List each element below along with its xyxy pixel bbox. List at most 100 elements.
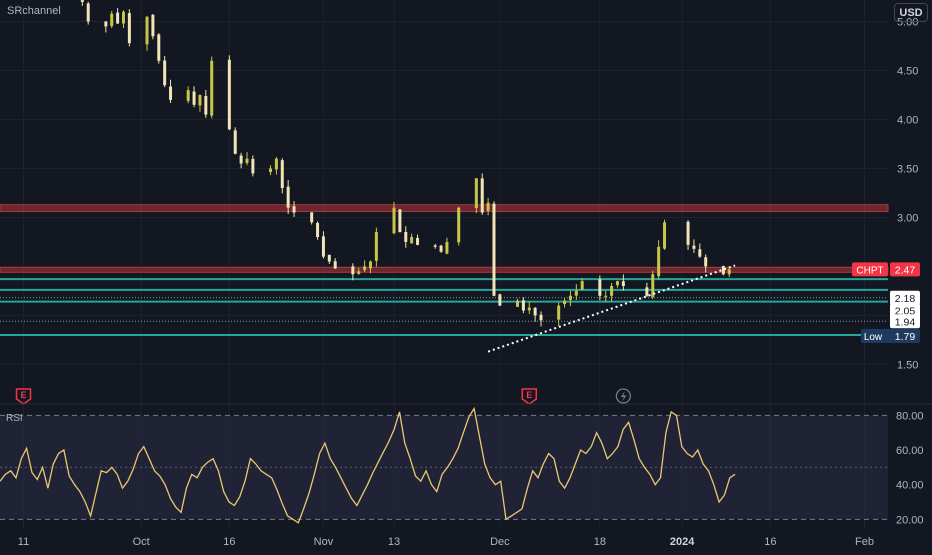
candle-body xyxy=(621,281,625,287)
candle-body xyxy=(251,158,255,174)
resistance-zone-high[interactable] xyxy=(0,204,889,213)
candle-body xyxy=(663,222,667,249)
candle-body xyxy=(698,249,702,257)
candle-body xyxy=(604,295,608,297)
candle-body xyxy=(445,241,449,254)
candle-body xyxy=(86,3,90,22)
candle-body xyxy=(410,237,414,244)
candle-body xyxy=(198,95,202,106)
time-axis-label: 2024 xyxy=(670,536,695,548)
candle-body xyxy=(574,290,578,296)
candle-body xyxy=(474,178,478,208)
currency-button[interactable]: USD xyxy=(894,3,928,22)
time-axis-label: 13 xyxy=(388,536,400,548)
ticker-label: CHPT xyxy=(856,265,883,276)
candle-body xyxy=(374,232,378,261)
candle-body xyxy=(210,60,214,116)
candle-body xyxy=(80,0,84,2)
candle-body xyxy=(157,34,161,61)
candle-body xyxy=(486,202,490,211)
candle-body xyxy=(121,11,125,24)
candle-body xyxy=(310,212,314,223)
candle-body xyxy=(269,168,273,173)
trendline[interactable] xyxy=(487,264,736,353)
watermark: SRchannel xyxy=(7,5,61,17)
candle-body xyxy=(169,86,173,100)
rsi-axis-label: 80.00 xyxy=(896,410,924,422)
candle-body xyxy=(404,231,408,242)
candle-body xyxy=(686,221,690,245)
time-axis-label: 16 xyxy=(223,536,235,548)
candle-body xyxy=(186,90,190,101)
time-axis-label: Nov xyxy=(314,536,334,548)
candle-body xyxy=(598,279,602,296)
candle-body xyxy=(439,245,443,252)
price-axis-label: 3.00 xyxy=(897,212,918,224)
candle-body xyxy=(327,254,331,262)
lightning-icon[interactable] xyxy=(615,388,632,404)
candle-body xyxy=(239,155,243,164)
candle-body xyxy=(204,96,208,115)
candle-body xyxy=(127,13,131,44)
candle-body xyxy=(692,245,696,249)
price-axis-label: 5.00 xyxy=(897,17,918,29)
low-value: 1.79 xyxy=(895,331,916,343)
candle-body xyxy=(363,266,367,271)
candle-body xyxy=(651,274,655,297)
resistance-zone-current[interactable] xyxy=(0,266,889,273)
rsi-title: RSI xyxy=(6,413,23,424)
candle-body xyxy=(104,21,108,27)
rsi-line xyxy=(0,406,736,524)
candle-body xyxy=(615,281,619,286)
candle-body xyxy=(151,14,155,37)
candle-body xyxy=(533,307,537,316)
time-axis-label: Oct xyxy=(133,536,150,548)
candle-body xyxy=(163,60,167,86)
time-axis-label: Feb xyxy=(855,536,874,548)
candle-body xyxy=(280,160,284,189)
candle-body xyxy=(610,286,614,296)
candle-body xyxy=(704,257,708,267)
rsi-axis-label: 40.00 xyxy=(896,480,924,492)
candle-body xyxy=(433,245,437,247)
candle-body xyxy=(274,158,278,170)
candle-body xyxy=(192,91,196,105)
candle-body xyxy=(368,261,372,269)
time-axis-label: 18 xyxy=(594,536,606,548)
candle-body xyxy=(527,307,531,311)
event-label: E xyxy=(21,390,27,400)
time-axis-label: 11 xyxy=(18,536,29,548)
level-value: 1.94 xyxy=(895,316,916,328)
candle-body xyxy=(416,237,420,245)
rsi-axis-label: 60.00 xyxy=(896,445,924,457)
rsi-axis-label: 20.00 xyxy=(896,514,924,526)
candle-body xyxy=(492,203,496,296)
candle-body xyxy=(145,16,149,45)
candle-body xyxy=(392,207,396,234)
price-axis-label: 4.00 xyxy=(897,114,918,126)
candle-body xyxy=(539,314,543,321)
time-axis-label: 16 xyxy=(764,536,776,548)
candle-body xyxy=(116,12,120,24)
candle-body xyxy=(563,300,567,305)
candle-body xyxy=(245,158,249,163)
candle-body xyxy=(333,261,337,269)
earnings-icon[interactable]: E xyxy=(15,388,32,405)
candle-body xyxy=(457,207,461,243)
price-axis-label: 3.50 xyxy=(897,163,918,175)
candle-body xyxy=(227,59,231,130)
earnings-icon[interactable]: E xyxy=(521,388,538,405)
candle-body xyxy=(321,236,325,257)
price-value: 2.47 xyxy=(895,264,916,276)
candles xyxy=(80,0,731,327)
candle-body xyxy=(316,222,320,238)
candle-body xyxy=(727,269,731,275)
price-axis-label: 1.50 xyxy=(897,359,918,371)
candle-body xyxy=(657,246,661,277)
level-218-tag: 2.18 xyxy=(890,290,920,305)
current-price-tag: CHPT 2.47 xyxy=(852,262,920,277)
candle-body xyxy=(721,266,725,275)
low-label: Low xyxy=(864,332,883,343)
